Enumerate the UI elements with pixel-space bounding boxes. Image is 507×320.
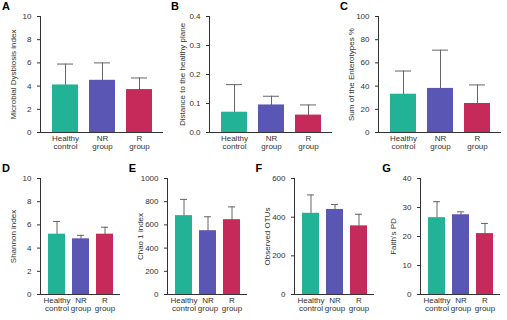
svg-text:60: 60 (361, 58, 370, 67)
svg-text:0: 0 (281, 290, 286, 299)
html-text:D: D (2, 162, 10, 174)
svg-text:0.2: 0.2 (189, 70, 201, 79)
svg-text:Healthycontrol: Healthycontrol (43, 296, 70, 313)
svg-text:NRgroup: NRgroup (324, 296, 345, 313)
svg-text:Rgroup: Rgroup (298, 134, 319, 151)
svg-text:0: 0 (154, 290, 159, 299)
svg-text:200: 200 (272, 251, 286, 260)
svg-text:Healthycontrol: Healthycontrol (424, 296, 451, 313)
svg-text:Distance to the healthy plane: Distance to the healthy plane (178, 22, 187, 126)
svg-text:0: 0 (407, 290, 412, 299)
svg-text:10: 10 (23, 174, 32, 183)
html-text:F: F (255, 162, 263, 174)
svg-text:Healthycontrol: Healthycontrol (390, 134, 417, 151)
svg-text:8: 8 (27, 197, 32, 206)
svg-text:200: 200 (145, 267, 159, 276)
svg-text:30: 30 (403, 203, 412, 212)
svg-text:40: 40 (403, 174, 412, 183)
svg-text:4: 4 (27, 82, 32, 91)
svg-text:Healthycontrol: Healthycontrol (170, 296, 197, 313)
svg-text:100: 100 (356, 12, 370, 21)
svg-text:Rgroup: Rgroup (467, 134, 488, 151)
svg-text:Microbial Dysbiosis index: Microbial Dysbiosis index (9, 30, 18, 120)
svg-text:0.3: 0.3 (189, 41, 201, 50)
svg-text:20: 20 (403, 232, 412, 241)
svg-text:0.4: 0.4 (189, 12, 201, 21)
svg-text:800: 800 (145, 197, 159, 206)
svg-text:Rgroup: Rgroup (348, 296, 369, 313)
svg-text:NRgroup: NRgroup (430, 134, 451, 151)
html-text:E: E (128, 162, 137, 174)
svg-text:400: 400 (272, 213, 286, 222)
html-text:B: B (171, 0, 179, 12)
svg-text:Shannon index: Shannon index (9, 210, 18, 263)
svg-text:Sum of the Enterotypes %: Sum of the Enterotypes % (347, 28, 356, 121)
svg-text:NRgroup: NRgroup (451, 296, 472, 313)
svg-text:Chao 1 index: Chao 1 index (136, 213, 145, 260)
svg-text:6: 6 (27, 220, 32, 229)
svg-text:Healthycontrol: Healthycontrol (297, 296, 324, 313)
svg-text:0: 0 (27, 128, 32, 137)
svg-text:0.0: 0.0 (189, 128, 201, 137)
svg-text:Healthycontrol: Healthycontrol (221, 134, 248, 151)
svg-text:NRgroup: NRgroup (71, 296, 92, 313)
html-text:G: G (382, 162, 391, 174)
svg-text:4: 4 (27, 244, 32, 253)
svg-text:400: 400 (145, 244, 159, 253)
html-text:C: C (340, 0, 348, 12)
svg-text:10: 10 (23, 12, 32, 21)
svg-text:NRgroup: NRgroup (198, 296, 219, 313)
svg-text:Healthycontrol: Healthycontrol (52, 134, 79, 151)
svg-text:Rgroup: Rgroup (95, 296, 116, 313)
svg-text:0: 0 (365, 128, 370, 137)
svg-text:Observed OTUs: Observed OTUs (263, 208, 272, 266)
svg-text:2: 2 (27, 105, 32, 114)
svg-text:20: 20 (361, 105, 370, 114)
svg-text:2: 2 (27, 267, 32, 276)
svg-text:600: 600 (145, 220, 159, 229)
svg-text:40: 40 (361, 82, 370, 91)
svg-text:Rgroup: Rgroup (475, 296, 496, 313)
svg-text:8: 8 (27, 35, 32, 44)
svg-text:Rgroup: Rgroup (222, 296, 243, 313)
svg-text:0: 0 (27, 290, 32, 299)
svg-text:1000: 1000 (140, 174, 158, 183)
svg-text:NRgroup: NRgroup (92, 134, 113, 151)
svg-text:6: 6 (27, 58, 32, 67)
svg-text:0.1: 0.1 (189, 99, 201, 108)
svg-text:Rgroup: Rgroup (129, 134, 150, 151)
svg-text:600: 600 (272, 174, 286, 183)
svg-text:Faith's PD: Faith's PD (389, 218, 398, 255)
svg-text:80: 80 (361, 35, 370, 44)
svg-text:10: 10 (403, 261, 412, 270)
svg-text:NRgroup: NRgroup (261, 134, 282, 151)
html-text:A: A (2, 0, 10, 12)
